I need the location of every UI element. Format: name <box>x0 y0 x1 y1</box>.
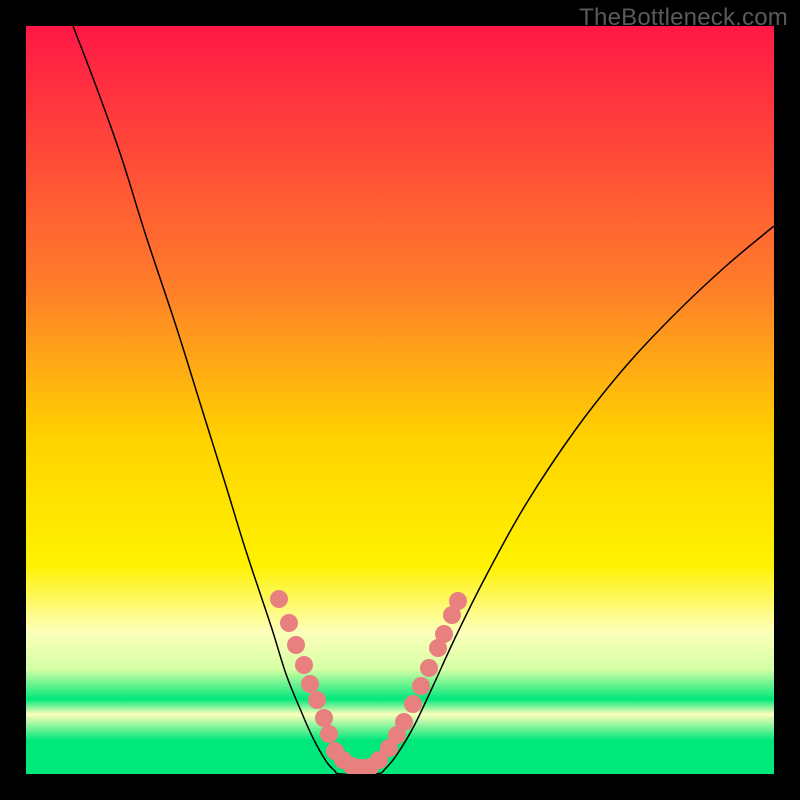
data-marker <box>395 713 413 731</box>
watermark-text: TheBottleneck.com <box>579 4 788 32</box>
data-marker <box>420 659 438 677</box>
data-marker <box>295 656 313 674</box>
data-marker <box>449 592 467 610</box>
data-marker <box>308 691 326 709</box>
data-marker <box>404 695 422 713</box>
data-marker <box>435 625 453 643</box>
data-marker <box>280 614 298 632</box>
gradient-background <box>26 26 774 774</box>
bottleneck-chart <box>26 26 774 774</box>
data-marker <box>270 590 288 608</box>
data-marker <box>301 675 319 693</box>
data-marker <box>412 677 430 695</box>
data-marker <box>320 725 338 743</box>
chart-frame: TheBottleneck.com <box>0 0 800 800</box>
data-marker <box>287 636 305 654</box>
data-marker <box>315 709 333 727</box>
